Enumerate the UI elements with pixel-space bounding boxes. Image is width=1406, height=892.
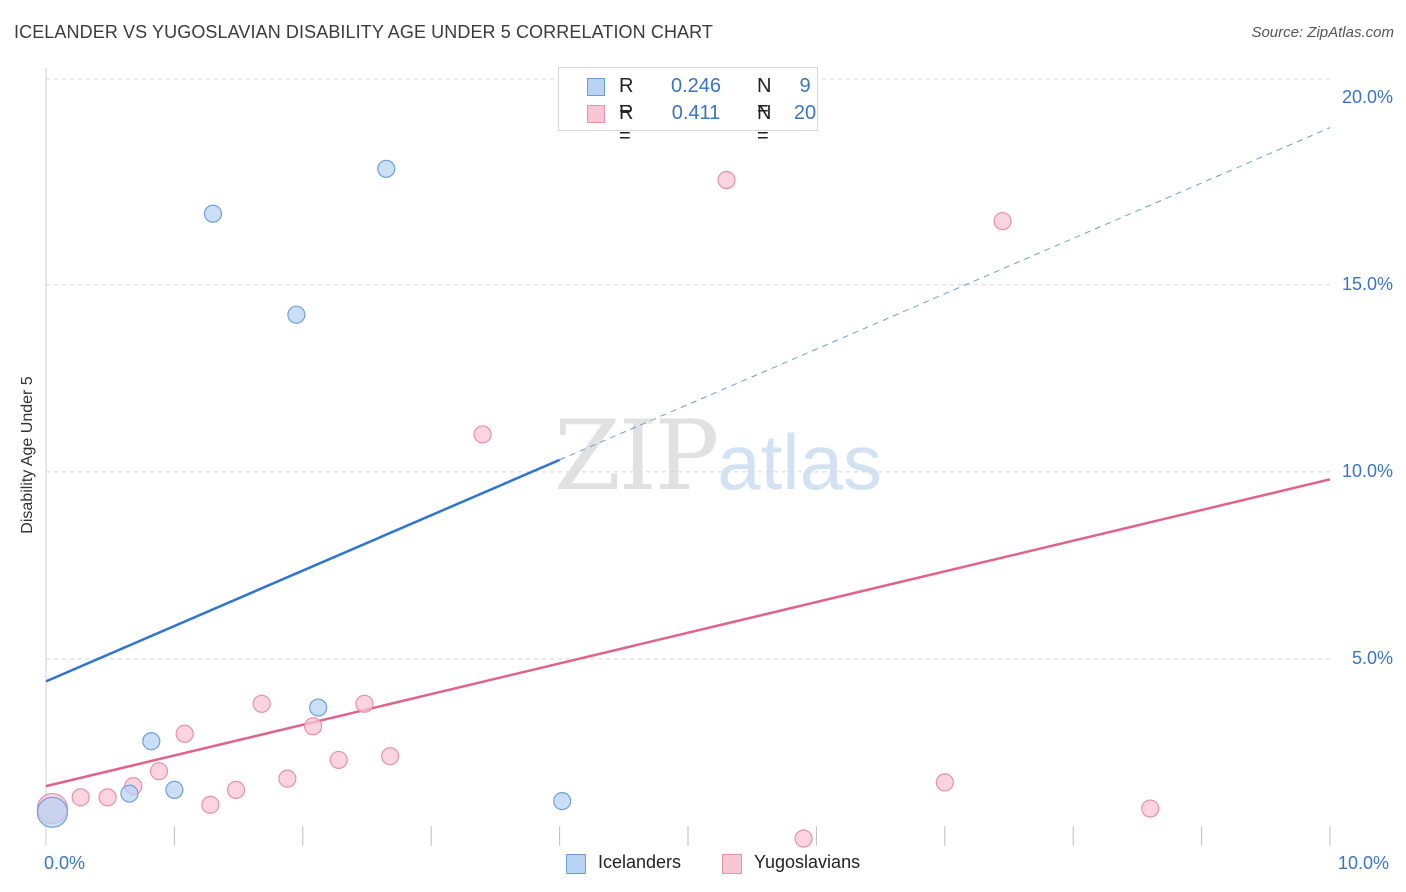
yugoslavians-swatch [587,105,605,123]
y-tick-label: 10.0% [1341,460,1393,481]
icelanders-point [377,159,396,178]
yugoslavians-point [226,780,246,799]
icelanders-point [553,792,572,811]
yugoslavians-point [993,212,1012,231]
y-tick-label: 15.0% [1341,273,1393,294]
yugoslavians-point [71,788,90,807]
icelanders-point [120,784,139,803]
y-tick-label: 5.0% [1351,647,1393,668]
icelanders-point [165,780,184,799]
watermark: ZIPatlas [554,400,882,512]
yugoslavians-point [303,717,323,736]
icelanders-point [36,796,69,828]
x-tick-label-min: 0.0% [44,853,86,873]
icelanders-swatch [587,78,605,96]
icelanders-point [309,698,328,717]
r-value-yugoslavians: 0.411 [671,102,721,124]
r-label: R = [619,75,634,120]
n-value-icelanders: 9 [799,75,811,97]
n-label: N = [757,102,772,147]
yugoslavians-trend-line [45,478,1331,788]
yugoslavians-point [473,425,492,444]
n-value-yugoslavians: 20 [793,102,817,124]
watermark-zip: ZIP [554,400,719,512]
yugoslavians-point [201,795,220,814]
x-tick-label-max: 10.0% [1338,853,1390,873]
source-label: Source: ZipAtlas.com [1251,24,1394,41]
yugoslavians-point [175,724,194,743]
yugoslavians-legend-label: Yugoslavians [754,852,861,872]
icelanders-point [203,204,223,223]
yugoslavians-point [278,769,297,788]
icelanders-trend-extension [559,127,1331,461]
icelanders-legend-label: Icelanders [598,852,682,872]
y-axis-label: Disability Age Under 5 [19,376,36,534]
r-value-icelanders: 0.246 [670,75,722,97]
watermark-atlas: atlas [717,418,882,506]
icelanders-point [142,732,161,751]
icelanders-legend-swatch [566,854,586,874]
chart-title: ICELANDER VS YUGOSLAVIAN DISABILITY AGE … [14,22,714,42]
yugoslavians-point [149,762,169,781]
yugoslavians-point [935,773,954,792]
r-label: R = [619,102,634,147]
correlation-legend: R = 0.246 N = 9 R = 0.411 N = 20 [558,67,818,147]
yugoslavians-point [252,694,271,713]
yugoslavians-point [98,788,117,807]
yugoslavians-legend-swatch [722,854,742,874]
yugoslavians-point [794,829,813,848]
yugoslavians-point [381,747,400,766]
y-tick-label: 20.0% [1341,86,1393,107]
yugoslavians-point [329,750,348,770]
yugoslavians-point [717,170,736,190]
icelanders-point [287,305,306,324]
yugoslavians-point [355,694,374,713]
n-label: N = [757,75,772,120]
yugoslavians-point [1141,799,1160,818]
icelanders-trend-line [45,458,561,683]
